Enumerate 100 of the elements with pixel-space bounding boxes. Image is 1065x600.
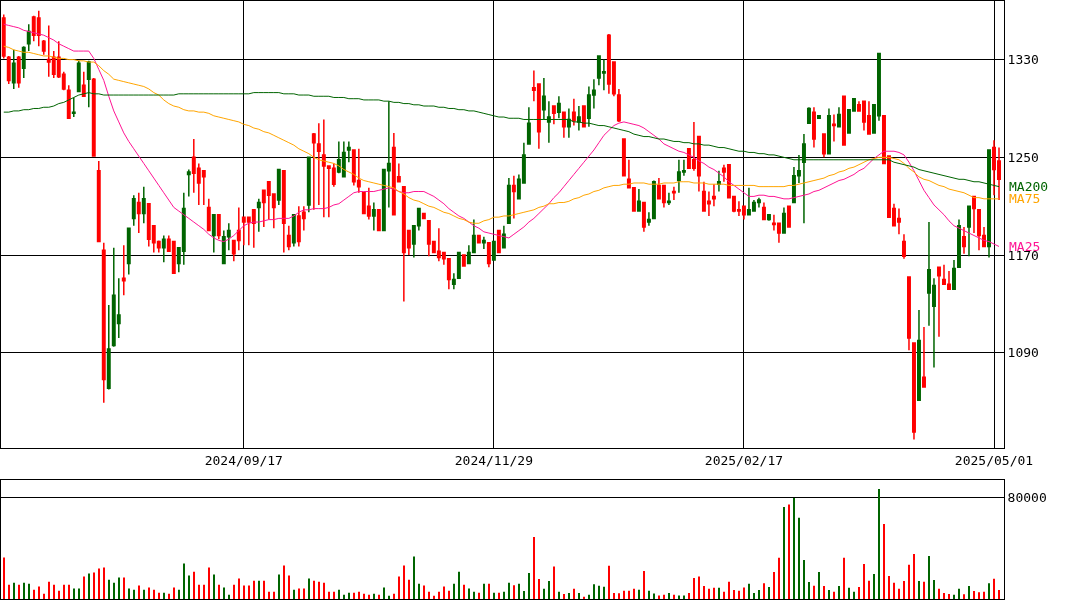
bar [248,585,250,599]
candlestick [922,326,926,388]
candlestick [281,170,286,254]
bar [633,588,635,599]
candlestick [36,10,41,47]
candlestick [276,168,281,206]
candlestick [576,105,581,132]
candlestick [571,97,576,127]
bar [993,578,995,599]
candlestick [306,156,311,214]
bar [558,591,560,599]
bar [528,573,530,599]
candlestick [211,213,216,254]
bar [893,582,895,599]
candlestick [641,201,646,233]
bar [803,560,805,599]
bar [968,585,970,599]
candlestick [952,259,956,290]
candlestick [551,105,556,126]
candlestick [917,309,921,402]
candlestick [11,49,16,90]
bar [678,595,680,599]
candlestick [461,254,466,267]
bar [428,591,430,599]
bar [88,573,90,599]
candlestick [836,106,841,128]
bar [683,595,685,599]
bar [403,565,405,599]
bar [358,591,360,599]
line-series [3,23,1000,247]
bar [943,592,945,599]
bar [283,565,285,599]
bar [308,578,310,599]
bar [183,563,185,599]
bar [258,580,260,599]
bar [793,497,795,599]
candlestick [841,95,846,146]
bar [288,575,290,599]
bar [473,591,475,599]
candlestick [912,342,916,441]
candlestick [806,106,811,124]
candlestick [766,213,771,222]
candlestick [451,272,456,290]
bar [513,585,515,599]
candlestick [756,196,761,209]
candlestick [496,229,501,254]
bar [483,583,485,599]
bar [913,553,915,599]
bar [173,587,175,599]
bar [948,593,950,599]
candlestick [937,266,941,338]
x-tick-label: 2025/05/01 [954,452,1034,468]
bar [243,585,245,599]
bar [398,576,400,599]
bar [733,590,735,599]
bar [133,589,135,599]
candlestick [421,212,426,220]
bar [798,517,800,599]
bar [818,571,820,599]
candlestick [556,95,561,119]
bar [603,586,605,599]
bar [543,588,545,599]
bar [978,592,980,599]
bar [863,564,865,599]
candlestick [251,209,256,249]
bar [883,523,885,599]
bar [873,574,875,599]
bar [93,572,95,599]
bar [868,580,870,599]
bar [408,579,410,599]
candlestick [101,242,106,404]
bar [668,592,670,599]
bar [333,591,335,599]
bar [878,488,880,599]
bar [273,591,275,599]
bar [178,589,180,599]
candlestick [136,192,141,234]
bar [203,584,205,599]
candlestick [546,100,551,144]
bar [23,582,25,599]
bar [418,583,420,599]
bar [788,504,790,599]
candlestick [741,205,746,221]
bar [213,574,215,599]
bar [808,582,810,599]
candlestick [41,39,46,56]
bar [573,588,575,599]
bar [688,592,690,599]
bar [963,594,965,599]
candlestick [491,240,496,261]
bar [43,593,45,599]
candlestick [311,132,316,211]
bar [363,593,365,599]
candlestick [566,107,571,139]
bar [73,588,75,599]
bar [763,583,765,599]
bar [163,592,165,599]
candlestick [621,138,626,177]
bar [253,580,255,599]
bar [933,579,935,599]
